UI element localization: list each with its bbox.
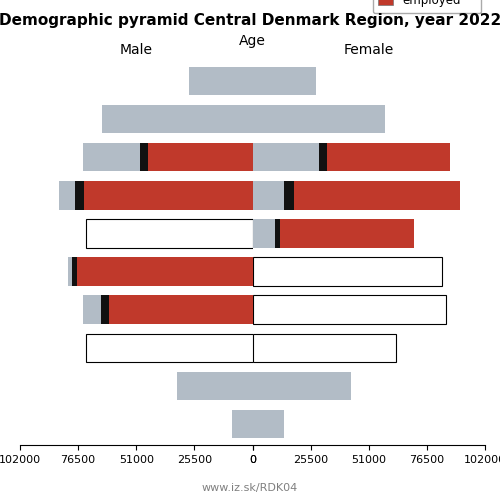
Bar bbox=[82, 296, 101, 324]
Text: Age: Age bbox=[239, 34, 266, 48]
Title: Female: Female bbox=[344, 44, 394, 58]
Bar bbox=[188, 66, 252, 96]
Bar bbox=[84, 181, 252, 210]
Bar bbox=[326, 143, 450, 172]
Bar bbox=[252, 219, 276, 248]
Bar bbox=[252, 410, 284, 438]
Bar bbox=[252, 181, 284, 210]
Bar bbox=[59, 181, 74, 210]
Bar bbox=[140, 143, 147, 172]
Bar bbox=[252, 296, 446, 324]
Bar bbox=[102, 105, 253, 134]
Text: Demographic pyramid Central Denmark Region, year 2022: Demographic pyramid Central Denmark Regi… bbox=[0, 12, 500, 28]
Bar bbox=[280, 219, 414, 248]
Bar bbox=[318, 143, 326, 172]
Bar bbox=[252, 258, 442, 286]
Bar bbox=[101, 296, 109, 324]
Bar bbox=[72, 258, 77, 286]
Bar bbox=[232, 410, 252, 438]
Text: www.iz.sk/RDK04: www.iz.sk/RDK04 bbox=[202, 484, 298, 494]
Bar bbox=[252, 372, 350, 400]
Bar bbox=[82, 143, 140, 172]
Bar bbox=[252, 105, 384, 134]
Bar bbox=[252, 334, 396, 362]
Bar bbox=[77, 258, 252, 286]
Legend: inactive, unemployed, employed: inactive, unemployed, employed bbox=[372, 0, 482, 13]
Bar bbox=[294, 181, 460, 210]
Bar bbox=[74, 181, 84, 210]
Bar bbox=[148, 143, 252, 172]
Bar bbox=[68, 258, 72, 286]
Bar bbox=[284, 181, 294, 210]
Bar bbox=[252, 143, 318, 172]
Bar bbox=[178, 372, 252, 400]
Bar bbox=[86, 219, 252, 248]
Bar bbox=[86, 334, 252, 362]
Bar bbox=[252, 66, 316, 96]
Bar bbox=[276, 219, 280, 248]
Bar bbox=[109, 296, 253, 324]
Title: Male: Male bbox=[120, 44, 153, 58]
